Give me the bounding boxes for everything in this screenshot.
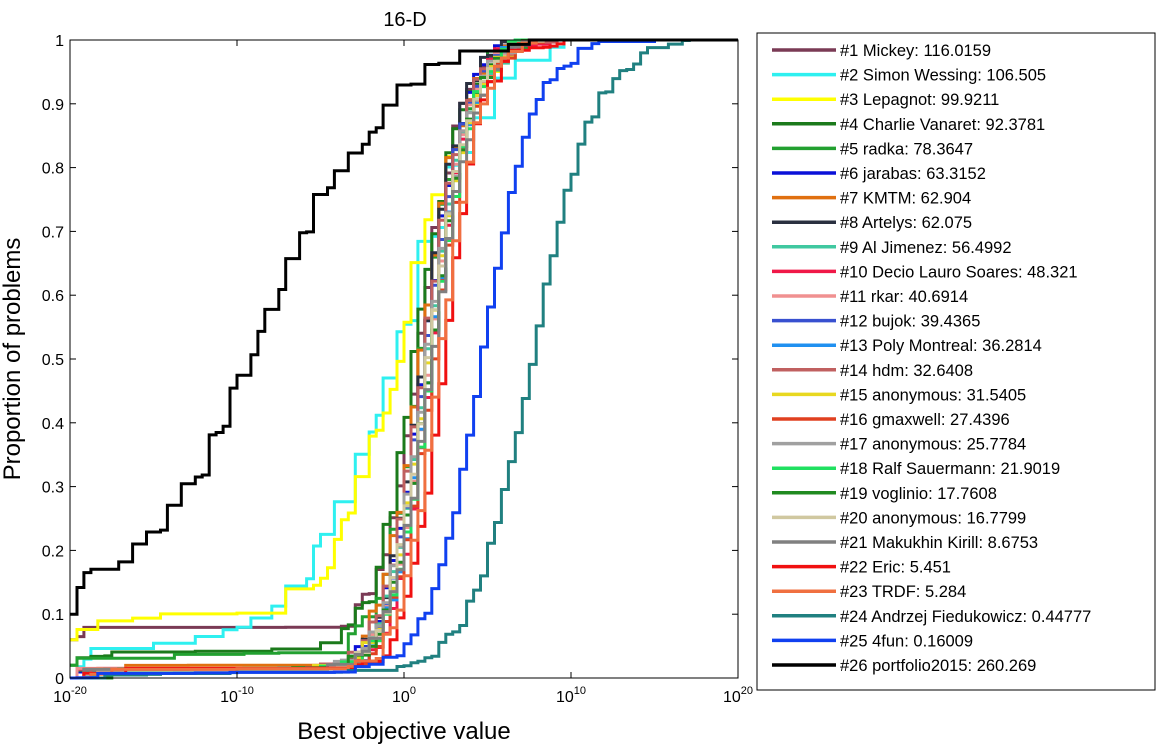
x-axis-ticks: 10-20 10-10 100 1010 1020 <box>53 40 753 706</box>
y-tick-label: 1 <box>55 33 64 50</box>
legend-entry: #21 Makukhin Kirill: 8.6753 <box>840 534 1038 552</box>
legend-entry: #3 Lepagnot: 99.9211 <box>840 91 999 109</box>
legend-entry: #26 portfolio2015: 260.269 <box>840 657 1036 675</box>
x-tick-label: 100 <box>392 685 416 706</box>
legend-entry: #11 rkar: 40.6914 <box>840 288 968 306</box>
legend-entry: #1 Mickey: 116.0159 <box>840 42 991 60</box>
y-tick-label: 0 <box>55 671 64 688</box>
legend-entry: #24 Andrzej Fiedukowicz: 0.44777 <box>840 608 1091 626</box>
y-tick-label: 0.9 <box>42 97 64 114</box>
legend-entry: #7 KMTM: 62.904 <box>840 190 971 208</box>
x-tick-label: 10-20 <box>53 685 87 706</box>
legend-entry: #14 hdm: 32.6408 <box>840 362 973 380</box>
legend-entry: #2 Simon Wessing: 106.505 <box>840 67 1046 85</box>
legend-entry: #6 jarabas: 63.3152 <box>840 165 986 183</box>
y-tick-label: 0.6 <box>42 288 64 305</box>
y-tick-label: 0.7 <box>42 224 64 241</box>
x-tick-label: 1010 <box>556 685 586 706</box>
y-tick-label: 0.3 <box>42 480 64 497</box>
legend-entry: #13 Poly Montreal: 36.2814 <box>840 337 1042 355</box>
legend-entry: #12 bujok: 39.4365 <box>840 313 980 331</box>
y-tick-label: 0.1 <box>42 607 64 624</box>
x-tick-label: 10-10 <box>220 685 254 706</box>
legend-entry: #23 TRDF: 5.284 <box>840 583 966 601</box>
x-tick-label: 1020 <box>723 685 753 706</box>
legend-entry: #19 voglinio: 17.7608 <box>840 485 997 503</box>
y-tick-label: 0.4 <box>42 416 64 433</box>
legend-entry: #15 anonymous: 31.5405 <box>840 386 1026 404</box>
chart-title: 16-D <box>383 9 426 31</box>
x-axis-title: Best objective value <box>297 718 510 745</box>
legend-entry: #10 Decio Lauro Soares: 48.321 <box>840 263 1078 281</box>
y-tick-label: 0.5 <box>42 352 64 369</box>
series-line <box>70 38 738 680</box>
y-tick-label: 0.8 <box>42 161 64 178</box>
legend-entry: #4 Charlie Vanaret: 92.3781 <box>840 116 1045 134</box>
legend-box <box>756 32 1156 691</box>
legend-entry: #16 gmaxwell: 27.4396 <box>840 411 1010 429</box>
legend-entry: #9 Al Jimenez: 56.4992 <box>840 239 1012 257</box>
legend-entry: #18 Ralf Sauermann: 21.9019 <box>840 460 1060 478</box>
legend-entry: #5 radka: 78.3647 <box>840 140 973 158</box>
legend: #1 Mickey: 116.0159 #2 Simon Wessing: 106… <box>772 42 1091 675</box>
y-axis-ticks: 0 0.1 0.2 0.3 0.4 0.5 0.6 0.7 0.8 0.9 1 <box>42 33 738 688</box>
legend-entry: #25 4fun: 0.16009 <box>840 632 973 650</box>
y-axis-title: Proportion of problems <box>0 238 26 481</box>
legend-entry: #8 Artelys: 62.075 <box>840 214 972 232</box>
legend-entry: #17 anonymous: 25.7784 <box>840 436 1026 454</box>
y-tick-label: 0.2 <box>42 543 64 560</box>
legend-entry: #20 anonymous: 16.7799 <box>840 509 1026 527</box>
legend-entry: #22 Eric: 5.451 <box>840 559 951 577</box>
